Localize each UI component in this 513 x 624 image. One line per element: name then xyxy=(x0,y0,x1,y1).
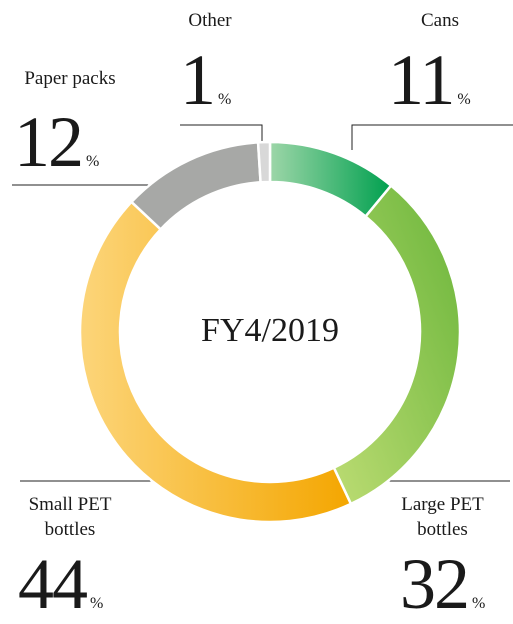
value-unit: % xyxy=(457,91,471,108)
value-number: 32 xyxy=(400,544,470,624)
category-label: Other xyxy=(188,10,232,31)
donut-segment xyxy=(129,141,262,232)
center-label: FY4/2019 xyxy=(201,312,339,349)
value-label: 32% xyxy=(400,548,485,620)
category-label: Small PET bottles xyxy=(28,494,112,540)
donut-segment xyxy=(256,140,272,184)
value-label: 12% xyxy=(14,106,99,178)
value-number: 1 xyxy=(180,40,216,120)
value-number: 44 xyxy=(18,544,88,624)
leader-line xyxy=(351,124,513,150)
value-unit: % xyxy=(90,595,104,612)
value-label: 1% xyxy=(180,44,231,116)
value-label: 44% xyxy=(18,548,103,620)
value-number: 12 xyxy=(14,102,84,182)
leader-line xyxy=(180,124,263,145)
category-label: Cans xyxy=(421,10,459,31)
value-unit: % xyxy=(86,153,100,170)
donut-segment xyxy=(78,200,353,524)
category-label: Large PET bottles xyxy=(401,494,484,540)
donut-segment xyxy=(268,140,393,219)
value-label: 11% xyxy=(388,44,471,116)
value-number: 11 xyxy=(388,40,455,120)
category-label: Paper packs xyxy=(24,68,116,89)
value-unit: % xyxy=(472,595,486,612)
value-unit: % xyxy=(218,91,232,108)
